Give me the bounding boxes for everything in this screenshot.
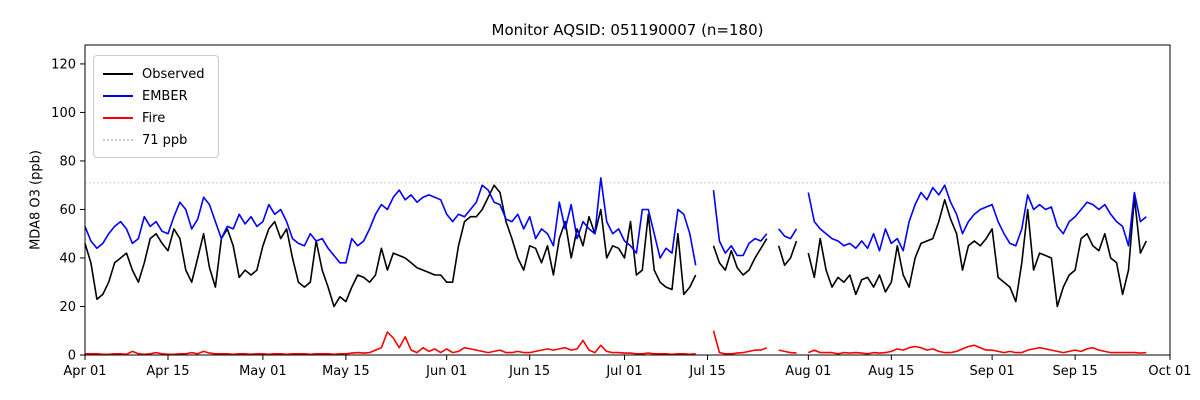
x-tick-label: Apr 15	[146, 364, 189, 379]
legend-item-threshold: 71 ppb	[103, 129, 208, 151]
legend-item-ember: EMBER	[103, 85, 208, 107]
x-tick-label: Aug 01	[785, 364, 831, 379]
y-tick-label: 20	[59, 300, 76, 315]
observed-line-swatch	[103, 73, 133, 75]
y-tick-label: 40	[59, 251, 76, 266]
x-tick-label: Jun 15	[508, 364, 550, 379]
legend-label-ember: EMBER	[142, 88, 188, 104]
y-tick-label: 100	[51, 106, 76, 121]
x-tick-label: Sep 15	[1053, 364, 1098, 379]
legend-item-fire: Fire	[103, 107, 208, 129]
x-tick-label: Apr 01	[63, 364, 106, 379]
legend-label-fire: Fire	[142, 110, 166, 126]
x-tick-label: Jun 01	[425, 364, 467, 379]
x-tick-label: May 01	[239, 364, 287, 379]
y-tick-label: 80	[59, 154, 76, 169]
y-tick-label: 60	[59, 203, 76, 218]
ember-line-swatch	[103, 95, 133, 97]
x-tick-label: Sep 01	[970, 364, 1015, 379]
legend-item-observed: Observed	[103, 63, 208, 85]
legend-label-threshold: 71 ppb	[142, 132, 188, 148]
observed-series-line	[84, 184, 1148, 308]
x-tick-label: Aug 15	[868, 364, 914, 379]
y-axis-label: MDA8 O3 (ppb)	[28, 150, 44, 250]
fire-line-swatch	[103, 117, 133, 119]
x-tick-label: Jul 01	[605, 364, 642, 379]
chart-title: Monitor AQSID: 051190007 (n=180)	[491, 21, 764, 39]
x-tick-label: May 15	[322, 364, 370, 379]
ember-series-line	[84, 177, 1147, 266]
fire-series-line	[85, 330, 1147, 356]
legend-label-observed: Observed	[142, 66, 205, 82]
plot-border	[84, 44, 1171, 356]
threshold-line-swatch	[103, 139, 133, 141]
y-tick-label: 0	[68, 349, 76, 364]
x-tick-label: Oct 01	[1148, 364, 1191, 379]
y-tick-label: 120	[51, 57, 76, 72]
legend: Observed EMBER Fire 71 ppb	[93, 55, 219, 158]
x-tick-label: Jul 15	[688, 364, 725, 379]
